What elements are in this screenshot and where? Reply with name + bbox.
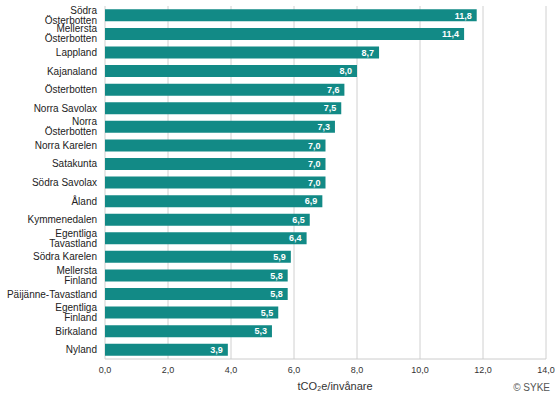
svg-text:7,0: 7,0: [308, 159, 321, 169]
svg-text:3,9: 3,9: [210, 345, 223, 355]
svg-text:7,6: 7,6: [327, 85, 340, 95]
svg-text:MellerstaÖsterbotten: MellerstaÖsterbotten: [45, 23, 98, 44]
svg-text:11,4: 11,4: [442, 29, 459, 39]
svg-text:7,0: 7,0: [308, 141, 321, 151]
svg-text:EgentligaTavastland: EgentligaTavastland: [49, 228, 97, 249]
svg-text:Kymmenedalen: Kymmenedalen: [28, 214, 97, 225]
svg-text:5,9: 5,9: [273, 252, 286, 262]
svg-text:Birkaland: Birkaland: [55, 326, 97, 337]
svg-text:12,0: 12,0: [474, 365, 492, 375]
svg-text:8,0: 8,0: [339, 66, 352, 76]
svg-text:5,5: 5,5: [261, 308, 274, 318]
svg-text:Lappland: Lappland: [56, 47, 97, 58]
svg-text:Södra Savolax: Södra Savolax: [32, 177, 97, 188]
svg-text:NorraÖsterbotten: NorraÖsterbotten: [45, 116, 98, 137]
svg-text:7,3: 7,3: [317, 122, 330, 132]
svg-text:6,9: 6,9: [305, 196, 318, 206]
svg-text:Satakunta: Satakunta: [52, 158, 97, 169]
svg-text:7,0: 7,0: [308, 178, 321, 188]
svg-text:11,8: 11,8: [455, 11, 472, 21]
html-text:Österbotten: Österbotten: [44, 14, 97, 26]
svg-text:Österbotten: Österbotten: [45, 84, 97, 95]
svg-text:10,0: 10,0: [411, 365, 429, 375]
svg-text:Kajanaland: Kajanaland: [47, 66, 97, 77]
svg-text:Norra Savolax: Norra Savolax: [34, 103, 97, 114]
html-text:© SYKE: © SYKE: [513, 382, 550, 393]
svg-text:Södra Karelen: Södra Karelen: [33, 251, 97, 262]
svg-text:14,0: 14,0: [537, 365, 555, 375]
svg-text:Norra Karelen: Norra Karelen: [35, 140, 97, 151]
svg-text:5,8: 5,8: [270, 289, 283, 299]
svg-text:5,3: 5,3: [254, 326, 267, 336]
svg-text:2,0: 2,0: [162, 365, 175, 375]
svg-text:7,5: 7,5: [324, 103, 337, 113]
html-text:tCO₂e/invånare: tCO₂e/invånare: [297, 380, 373, 392]
svg-text:5,8: 5,8: [270, 271, 283, 281]
svg-text:Päijänne-Tavastland: Päijänne-Tavastland: [7, 289, 97, 300]
svg-text:EgentligaFinland: EgentligaFinland: [55, 302, 97, 323]
svg-text:MellerstaFinland: MellerstaFinland: [56, 265, 97, 286]
svg-text:6,5: 6,5: [292, 215, 305, 225]
svg-text:Åland: Åland: [71, 195, 97, 207]
svg-text:4,0: 4,0: [225, 365, 238, 375]
svg-text:8,0: 8,0: [351, 365, 364, 375]
svg-text:6,0: 6,0: [288, 365, 301, 375]
html-text:Södra: Södra: [70, 4, 97, 16]
svg-text:8,7: 8,7: [362, 48, 375, 58]
svg-text:0,0: 0,0: [99, 365, 112, 375]
svg-text:Nyland: Nyland: [66, 344, 97, 355]
svg-text:6,4: 6,4: [289, 233, 302, 243]
